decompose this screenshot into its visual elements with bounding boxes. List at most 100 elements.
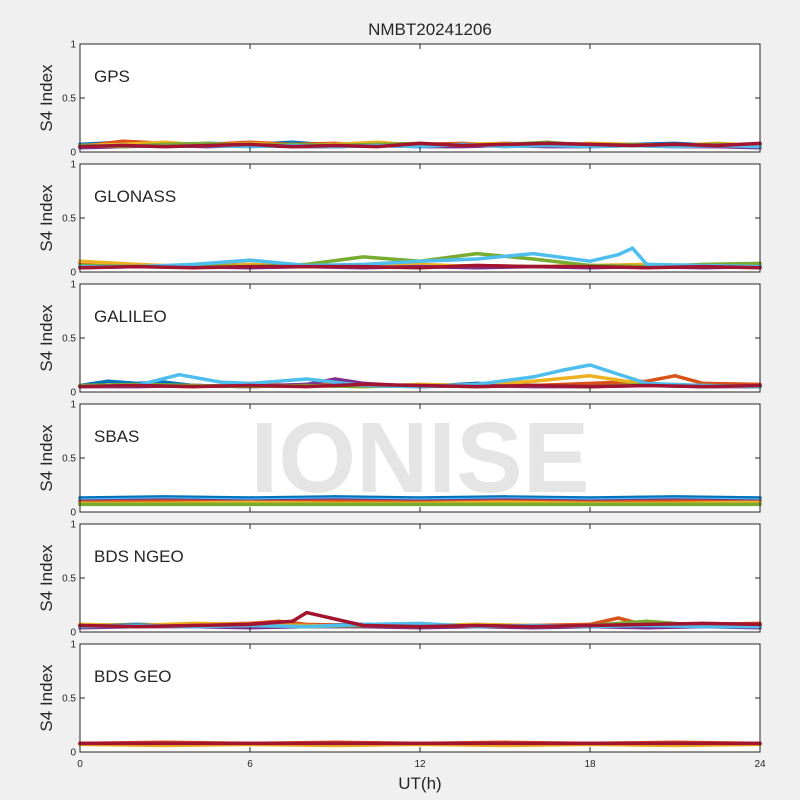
panel-label: SBAS [94,427,139,446]
data-point [701,621,705,625]
data-point [588,741,592,745]
data-point [305,385,309,389]
data-point [503,500,507,504]
data-point [333,741,337,745]
data-point [645,619,649,623]
data-point [588,374,592,378]
data-point [503,495,507,499]
data-point [475,266,479,270]
panel-label: GPS [94,67,130,86]
data-point [305,377,309,381]
data-point [588,624,592,627]
data-point [673,502,677,506]
data-point [121,139,124,143]
data-point [588,259,592,263]
data-point [631,144,634,147]
y-tick-label: 1 [70,520,76,531]
data-point [376,140,379,144]
data-point [163,741,167,745]
data-point [248,142,252,146]
data-point [248,265,252,269]
y-tick-label: 0.5 [62,214,76,225]
data-point [276,379,280,383]
data-point [701,265,705,269]
data-point [418,625,422,629]
data-point [531,252,535,256]
y-tick-label: 1 [70,160,76,171]
data-point [191,266,195,270]
data-point [333,499,337,503]
data-point [291,619,294,623]
data-point [333,144,337,147]
data-point [333,495,337,499]
data-point [163,145,167,149]
data-point [418,145,422,149]
watermark: IONISE [251,402,590,514]
data-point [191,262,195,266]
data-point [418,384,422,387]
data-point [291,140,294,144]
data-point [531,384,535,387]
data-point [206,144,209,147]
panel-plot-area [80,644,760,752]
data-point [616,253,620,257]
data-point [418,262,422,266]
data-point [645,381,649,385]
y-axis-label: S4 Index [37,184,56,252]
y-tick-label: 1 [70,400,76,411]
data-point [361,382,365,386]
data-point [361,265,365,269]
data-point [191,624,195,627]
data-point [701,381,705,385]
data-point [248,496,252,500]
x-tick-label: 12 [414,759,426,770]
data-point [191,621,195,625]
data-point [531,379,535,383]
data-point [645,262,649,266]
panel-galileo: 0 0.5 1 S4 Index GALILEO [37,280,762,399]
data-point [361,262,365,266]
data-point [163,744,167,747]
data-point [291,145,294,149]
data-point [135,625,139,629]
panel-gps: 0 0.5 1 S4 Index GPS [37,40,762,159]
y-axis-label: S4 Index [37,424,56,492]
panel-glonass: 0 0.5 1 S4 Index GLONASS [37,160,762,279]
data-point [206,141,209,145]
y-axis-label: S4 Index [37,544,56,612]
data-point [248,381,252,385]
data-point [588,385,592,389]
panel-plot-area [80,524,760,632]
y-tick-label: 0.5 [62,334,76,345]
x-tick-label: 0 [77,759,83,770]
data-point [163,142,167,146]
panel-bds-ngeo: 0 0.5 1 S4 Index BDS NGEO [37,520,762,639]
y-axis-label: S4 Index [37,64,56,132]
data-point [560,368,564,372]
data-point [475,252,479,256]
y-tick-label: 0 [70,148,76,159]
data-point [645,266,649,270]
data-point [418,141,422,145]
panel-label: GLONASS [94,187,176,206]
series-line-7 [78,610,762,629]
data-point [531,625,535,629]
y-tick-label: 0.5 [62,694,76,705]
data-point [361,624,365,627]
data-point [333,502,337,506]
data-point [248,262,252,266]
y-axis-label: S4 Index [37,304,56,372]
data-point [361,255,365,259]
data-point [588,363,592,367]
data-point [645,626,649,630]
panel-sbas: 0 0.5 1 S4 Index SBAS [37,400,762,519]
data-point [546,144,549,147]
y-tick-label: 0 [70,268,76,279]
data-point [191,385,195,389]
data-point [177,373,181,377]
data-point [248,500,252,504]
data-point [220,380,224,384]
data-point [673,741,677,745]
y-axis-label: S4 Index [37,664,56,732]
data-point [248,741,252,745]
